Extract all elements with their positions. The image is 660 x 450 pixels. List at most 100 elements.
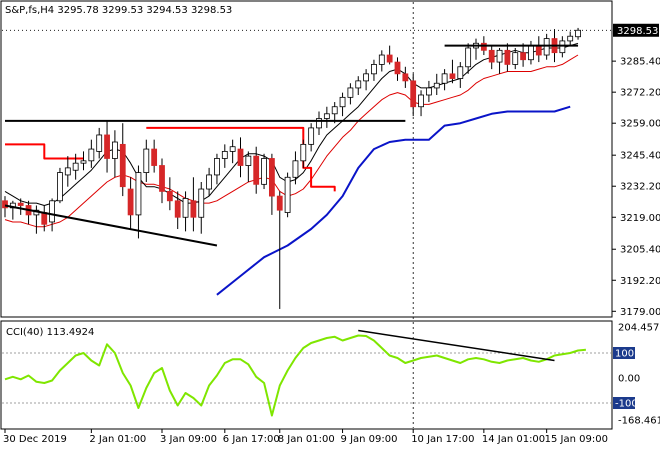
candle-up (567, 35, 574, 42)
candle-up (80, 160, 87, 164)
candle-up (575, 29, 581, 38)
candle-up (378, 54, 385, 65)
candle-up (206, 174, 213, 190)
candle-down (166, 190, 173, 202)
candle-up (198, 188, 205, 218)
candle-up (49, 200, 55, 223)
candle-down (520, 52, 526, 61)
candle-down (410, 80, 417, 108)
candle-up (214, 158, 220, 176)
time-tick-label: 9 Jan 09:00 (341, 434, 398, 445)
candle-down (174, 200, 181, 218)
candle-down (394, 61, 401, 75)
candle-up (512, 52, 519, 65)
candle-up (284, 176, 291, 213)
candle-down (127, 188, 134, 216)
envelope-lower-line (216, 105, 571, 296)
cci-line (4, 334, 586, 417)
price-tick-label: 3179.00 (620, 307, 660, 318)
cci-tick-label: 100 (615, 349, 634, 360)
ma-red-line (4, 54, 579, 228)
candle-up (559, 40, 566, 54)
candle-up (363, 73, 370, 82)
candle-up (465, 47, 472, 68)
candle-up (182, 198, 189, 218)
candle-up (316, 118, 322, 129)
candle-down (41, 212, 48, 225)
ma-black-line (4, 42, 579, 206)
time-tick-label: 3 Jan 09:00 (160, 434, 217, 445)
candle-up (425, 87, 432, 96)
cci-tick-label: -100 (615, 399, 638, 410)
candle-up (528, 45, 534, 61)
price-tick-label: 3192.20 (620, 276, 660, 287)
candle-down (17, 202, 24, 206)
candle-up (308, 127, 315, 145)
price-tick-label: 3272.20 (620, 88, 660, 99)
candle-down (268, 158, 275, 197)
time-tick-label: 14 Jan 01:00 (482, 434, 545, 445)
candle-up (418, 94, 424, 108)
candle-up (496, 49, 503, 63)
cci-level-tag (613, 347, 635, 359)
candle-up (292, 160, 299, 178)
symbol-header: S&P,fs,H4 3295.78 3299.53 3294.53 3298.5… (5, 5, 232, 16)
candle-up (543, 38, 550, 56)
time-tick-label: 15 Jan 09:00 (545, 434, 608, 445)
cci-trendline (358, 329, 555, 362)
time-tick-label: 2 Jan 01:00 (89, 434, 146, 445)
candle-up (135, 172, 142, 216)
price-axis: 3285.40 3272.20 3259.00 3245.40 3232.20 3219.… (612, 23, 660, 427)
candle-down (488, 49, 495, 63)
candle-down (159, 165, 165, 192)
candle-up (261, 158, 267, 185)
envelope-upper-line (146, 126, 336, 192)
cci-level-tag (613, 397, 635, 409)
time-tick-label: 6 Jan 17:00 (223, 434, 280, 445)
candle-up (229, 146, 236, 152)
cci-panel-frame (0, 320, 613, 430)
indicator-lines (4, 42, 579, 296)
candle-down (449, 73, 456, 79)
candle-down (151, 148, 158, 166)
cci-tick-label: -168.4612 (618, 416, 660, 427)
envelope-upper-line (5, 143, 84, 160)
candle-up (433, 82, 440, 89)
candle-up (331, 106, 338, 115)
candle-down (104, 134, 110, 159)
candle-down (386, 54, 393, 63)
trendline (4, 204, 218, 247)
candle-up (300, 143, 307, 162)
cci-tick-label: 0.00 (618, 374, 640, 385)
candle-up (143, 148, 150, 173)
current-price-label: 3298.53 (617, 26, 658, 37)
price-tick-label: 3219.00 (620, 213, 660, 224)
candle-up (441, 73, 448, 84)
candle-down (276, 195, 283, 211)
candle-down (480, 42, 487, 51)
price-tick-label: 3205.40 (620, 245, 660, 256)
current-price-tag (613, 23, 659, 37)
candle-down (2, 200, 8, 209)
candle-down (190, 200, 197, 218)
candle-up (72, 162, 79, 171)
time-axis: 30 Dec 2019 2 Jan 01:00 3 Jan 09:00 6 Jan 1… (3, 429, 608, 445)
trendlines (4, 44, 579, 247)
cci-indicator (4, 329, 586, 417)
candle-up (64, 167, 71, 176)
candle-up (323, 113, 330, 119)
candle-up (112, 141, 118, 159)
candle-down (253, 155, 260, 185)
time-tick-label: 10 Jan 17:00 (411, 434, 474, 445)
candle-up (88, 148, 95, 162)
price-tick-label: 3259.00 (620, 119, 660, 130)
candle-up (339, 96, 346, 108)
candle-up (355, 80, 362, 89)
price-tick-label: 3285.40 (620, 57, 660, 68)
candle-up (96, 134, 103, 152)
price-tick-label: 3245.40 (620, 151, 660, 162)
candle-up (347, 87, 354, 98)
price-tick-label: 3232.20 (620, 182, 660, 193)
